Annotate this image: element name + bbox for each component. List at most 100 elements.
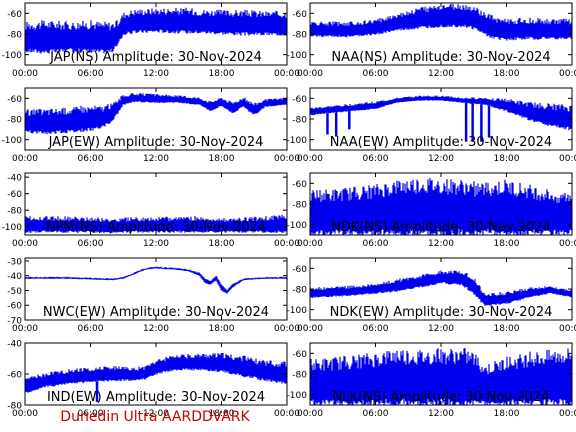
y-tick-label: -60 <box>292 95 307 105</box>
x-tick-label: 00:00 <box>559 324 576 334</box>
signal-trace <box>310 95 572 131</box>
y-tick-label: -40 <box>7 174 22 184</box>
signal-trace <box>25 266 287 294</box>
x-tick-label: 12:00 <box>143 69 169 79</box>
signal-trace <box>25 93 287 135</box>
y-tick-label: -70 <box>7 317 22 327</box>
x-tick-label: 06:00 <box>363 69 389 79</box>
x-tick-label: 00:00 <box>297 409 323 419</box>
x-tick-label: 06:00 <box>363 324 389 334</box>
x-tick-label: 12:00 <box>428 154 454 164</box>
signal-trace <box>25 7 287 54</box>
signal-trace <box>25 214 287 234</box>
x-tick-label: 18:00 <box>209 154 235 164</box>
x-tick-label: 06:00 <box>78 154 104 164</box>
x-tick-label: 18:00 <box>494 154 520 164</box>
x-tick-label: 12:00 <box>143 239 169 249</box>
signal-trace <box>310 270 572 306</box>
x-tick-label: 00:00 <box>12 324 38 334</box>
y-tick-label: -40 <box>7 340 22 350</box>
y-tick-label: -80 <box>292 371 307 381</box>
y-tick-label: -80 <box>292 286 307 296</box>
credit-label: Dunedin Ultra AARDDVARK <box>60 409 250 425</box>
y-tick-label: -100 <box>287 391 308 401</box>
y-tick-label: -100 <box>287 136 308 146</box>
chart-title: JAP(EW) Amplitude: 30-Nov-2024 <box>48 135 264 150</box>
y-tick-label: -60 <box>292 180 307 190</box>
y-tick-label: -100 <box>2 136 23 146</box>
y-tick-label: -40 <box>7 272 22 282</box>
x-tick-label: 06:00 <box>78 409 104 419</box>
chart-title: NWC(EW) Amplitude: 30-Nov-2024 <box>43 305 269 320</box>
x-tick-label: 00:00 <box>274 409 300 419</box>
chart-title: JAP(NS) Amplitude: 30-Nov-2024 <box>49 50 262 65</box>
x-tick-label: 12:00 <box>143 409 169 419</box>
signal-trace <box>25 352 287 393</box>
y-tick-label: -60 <box>7 95 22 105</box>
x-tick-label: 00:00 <box>297 154 323 164</box>
y-tick-label: -50 <box>7 287 22 297</box>
chart-title: NAA(NS) Amplitude: 30-Nov-2024 <box>331 50 550 65</box>
y-tick-label: -60 <box>7 10 22 20</box>
x-tick-label: 00:00 <box>559 409 576 419</box>
x-tick-label: 18:00 <box>209 409 235 419</box>
x-tick-label: 00:00 <box>12 154 38 164</box>
x-tick-label: 00:00 <box>274 324 300 334</box>
x-tick-label: 18:00 <box>209 69 235 79</box>
y-tick-label: -80 <box>7 207 22 217</box>
y-tick-label: -100 <box>287 221 308 231</box>
x-tick-label: 06:00 <box>363 409 389 419</box>
x-tick-label: 18:00 <box>494 69 520 79</box>
y-tick-label: -60 <box>7 302 22 312</box>
x-tick-label: 00:00 <box>12 69 38 79</box>
y-tick-label: -60 <box>292 10 307 20</box>
y-tick-label: -100 <box>2 223 23 233</box>
x-tick-label: 00:00 <box>12 239 38 249</box>
x-tick-label: 00:00 <box>274 154 300 164</box>
chart-title: NLK(NS) Amplitude: 30-Nov-2024 <box>333 390 550 405</box>
signal-trace <box>310 178 572 235</box>
y-tick-label: -100 <box>287 306 308 316</box>
y-tick-label: -60 <box>7 371 22 381</box>
x-tick-label: 18:00 <box>494 324 520 334</box>
x-tick-label: 00:00 <box>297 69 323 79</box>
x-tick-label: 18:00 <box>494 239 520 249</box>
chart-title: NAA(EW) Amplitude: 30-Nov-2024 <box>330 135 552 150</box>
x-tick-label: 00:00 <box>559 69 576 79</box>
y-tick-label: -60 <box>7 190 22 200</box>
x-tick-label: 12:00 <box>428 239 454 249</box>
x-tick-label: 00:00 <box>297 324 323 334</box>
signal-trace <box>310 348 572 405</box>
y-tick-label: -80 <box>292 31 307 41</box>
y-tick-label: -80 <box>292 201 307 211</box>
chart-title: NDK(NS) Amplitude: 30-Nov-2024 <box>331 220 551 235</box>
chart-title: IND(EW) Amplitude: 30-Nov-2024 <box>47 390 265 405</box>
chart-title: NPM(NS) Amplitude: 30-Nov-2024 <box>46 220 266 235</box>
x-tick-label: 00:00 <box>274 239 300 249</box>
x-tick-label: 06:00 <box>78 69 104 79</box>
x-tick-label: 18:00 <box>209 324 235 334</box>
x-tick-label: 00:00 <box>559 154 576 164</box>
y-tick-label: -100 <box>2 51 23 61</box>
x-tick-label: 12:00 <box>428 409 454 419</box>
y-tick-label: -60 <box>292 350 307 360</box>
x-tick-label: 12:00 <box>428 69 454 79</box>
signal-trace <box>310 3 572 41</box>
x-tick-label: 00:00 <box>559 239 576 249</box>
x-tick-label: 00:00 <box>297 239 323 249</box>
x-tick-label: 12:00 <box>428 324 454 334</box>
x-tick-label: 18:00 <box>209 239 235 249</box>
y-tick-label: -80 <box>7 116 22 126</box>
x-tick-label: 12:00 <box>143 324 169 334</box>
y-tick-label: -80 <box>7 402 22 412</box>
x-tick-label: 18:00 <box>494 409 520 419</box>
chart-title: NDK(EW) Amplitude: 30-Nov-2024 <box>330 305 553 320</box>
x-tick-label: 06:00 <box>363 154 389 164</box>
y-tick-label: -80 <box>7 31 22 41</box>
x-tick-label: 06:00 <box>78 239 104 249</box>
x-tick-label: 00:00 <box>12 409 38 419</box>
y-tick-label: -60 <box>292 265 307 275</box>
x-tick-label: 12:00 <box>143 154 169 164</box>
y-tick-label: -30 <box>7 257 22 267</box>
